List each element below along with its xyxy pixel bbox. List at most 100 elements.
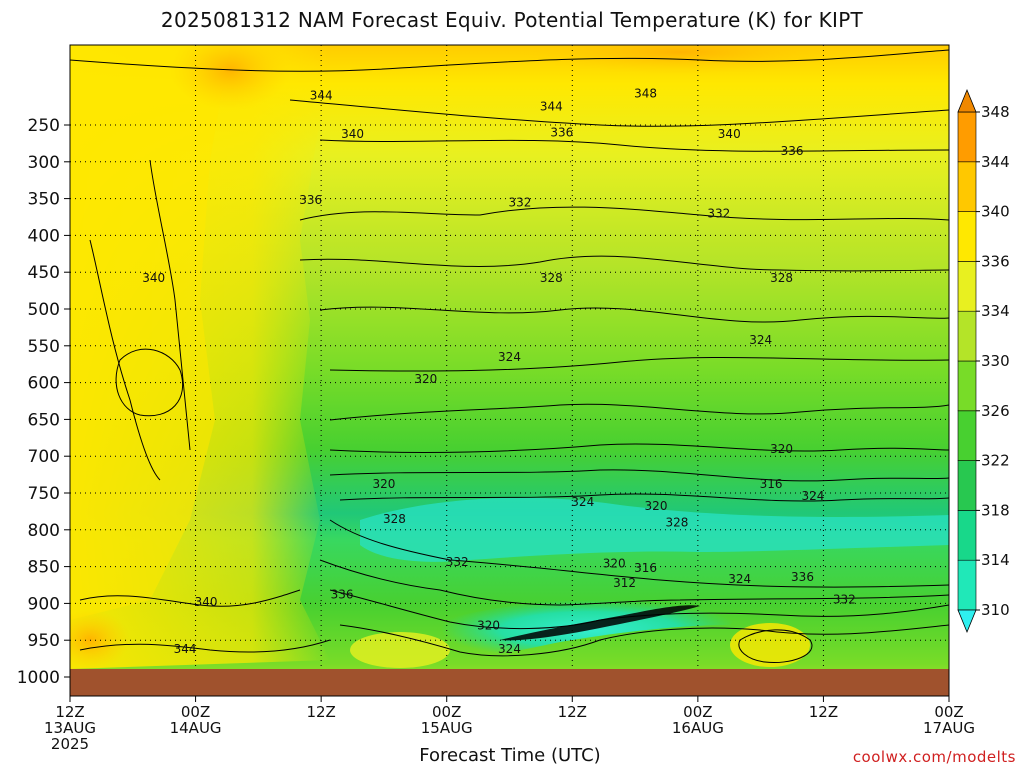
- y-tick-label: 300: [28, 153, 60, 173]
- contour-label-text: 324: [802, 489, 825, 503]
- contour-label: 332: [707, 206, 730, 220]
- x-axis-label: Forecast Time (UTC): [419, 745, 601, 766]
- y-tick-label: 900: [28, 594, 60, 614]
- contour-label: 340: [142, 271, 165, 285]
- x-tick-label: 16AUG: [672, 719, 724, 737]
- colorbar-label: 334: [981, 302, 1010, 320]
- contour-label-text: 320: [770, 442, 793, 456]
- contour-label: 336: [781, 144, 804, 158]
- colorbar-label: 322: [981, 452, 1010, 470]
- contour-label-text: 316: [760, 477, 783, 491]
- contour-label: 328: [383, 512, 406, 526]
- contour-label: 344: [540, 100, 563, 114]
- contour-label-text: 328: [770, 271, 793, 285]
- contour-label-text: 344: [540, 100, 563, 114]
- contour-label: 340: [195, 595, 218, 609]
- colorbar-segment: [957, 460, 977, 511]
- x-tick-label: 17AUG: [923, 719, 975, 737]
- contour-label-text: 336: [791, 570, 814, 584]
- y-tick-label: 650: [28, 410, 60, 430]
- y-axis: 250 300 350 400 450 500 550 600 650 700 750 800 850 9…: [17, 116, 70, 688]
- plot-frame: [69, 44, 950, 697]
- x-tick-label: 00Z: [181, 703, 210, 721]
- contour-label-text: 328: [383, 512, 406, 526]
- y-tick-label: 700: [28, 447, 60, 467]
- contour-label: 336: [299, 193, 322, 207]
- y-tick-label: 1000: [17, 668, 60, 688]
- contour-label-text: 324: [498, 350, 521, 364]
- colorbar: 310 314 318 322 326 330 334 336 340 344 348: [957, 88, 1010, 634]
- contour-label-text: 320: [414, 372, 437, 386]
- colorbar-label: 348: [981, 103, 1010, 121]
- warm-low-right: [730, 623, 810, 667]
- colorbar-segment: [957, 360, 977, 412]
- contour-label: 332: [446, 555, 469, 569]
- contour-label-text: 340: [195, 595, 218, 609]
- contour-label-text: 332: [446, 555, 469, 569]
- y-tick-label: 400: [28, 226, 60, 246]
- y-tick-label: 350: [28, 190, 60, 210]
- colorbar-label: 340: [981, 203, 1010, 221]
- warm-plume-core: [70, 45, 230, 620]
- x-tick-label: 12Z: [306, 703, 335, 721]
- colorbar-bottom-arrow: [957, 609, 977, 634]
- contour-label: 328: [665, 515, 688, 529]
- warm-low-center: [350, 632, 450, 668]
- contour-label-text: 340: [718, 127, 741, 141]
- contour-label: 320: [477, 618, 500, 632]
- contour-label-text: 316: [634, 561, 657, 575]
- contour-label: 320: [645, 499, 668, 513]
- x-tick-label: 12Z: [55, 703, 84, 721]
- contour-label: 320: [770, 442, 793, 456]
- orange-low-left: [70, 610, 130, 669]
- contour-label: 332: [833, 593, 856, 607]
- contour-label: 340: [718, 127, 741, 141]
- x-tick-label: 00Z: [432, 703, 461, 721]
- contour-label: 316: [634, 561, 657, 575]
- contour-label-text: 328: [665, 515, 688, 529]
- colorbar-label: 326: [981, 402, 1010, 420]
- credit-link[interactable]: coolwx.com/modelts: [852, 748, 1016, 766]
- colorbar-segment: [957, 410, 977, 461]
- contour-labels: 344 348 344 340 336 340 336 336 332 332 340 328 328 3…: [142, 86, 856, 656]
- chart-title: 2025081312 NAM Forecast Equiv. Potential…: [160, 8, 864, 32]
- contour-label-text: 320: [603, 557, 626, 571]
- colorbar-label: 336: [981, 252, 1010, 270]
- contour-label: 336: [331, 588, 354, 602]
- colorbar-label: 318: [981, 501, 1010, 519]
- cool-layer: [360, 497, 949, 562]
- contour-label: 328: [770, 271, 793, 285]
- colorbar-label: 344: [981, 153, 1010, 171]
- y-tick-label: 950: [28, 631, 60, 651]
- contour-label-text: 336: [299, 193, 322, 207]
- contour-label: 324: [802, 489, 825, 503]
- dark-contour-band: [500, 605, 700, 641]
- contour-label-text: 336: [550, 125, 573, 139]
- contour-label-text: 344: [310, 89, 333, 103]
- contour-label-text: 332: [509, 195, 532, 209]
- contour-label-text: 324: [498, 642, 521, 656]
- contour-label: 332: [509, 195, 532, 209]
- y-tick-label: 850: [28, 558, 60, 578]
- colorbar-segment: [957, 261, 977, 312]
- y-tick-label: 550: [28, 337, 60, 357]
- contour-label: 324: [728, 572, 751, 586]
- y-tick-label: 250: [28, 116, 60, 136]
- contour-label: 320: [414, 372, 437, 386]
- y-tick-label: 600: [28, 374, 60, 394]
- colorbar-segment: [957, 161, 977, 212]
- surface-band: [70, 669, 949, 696]
- contour-label: 344: [174, 642, 197, 656]
- contour-label-text: 336: [781, 144, 804, 158]
- contour-label-text: 340: [341, 127, 364, 141]
- colorbar-segment: [957, 510, 977, 561]
- x-tick-label: 12Z: [809, 703, 838, 721]
- contour-label: 324: [571, 495, 594, 509]
- contour-label-text: 340: [142, 271, 165, 285]
- contour-label-text: 344: [174, 642, 197, 656]
- contour-label: 336: [550, 125, 573, 139]
- contour-label-text: 320: [645, 499, 668, 513]
- contour-label: 344: [310, 89, 333, 103]
